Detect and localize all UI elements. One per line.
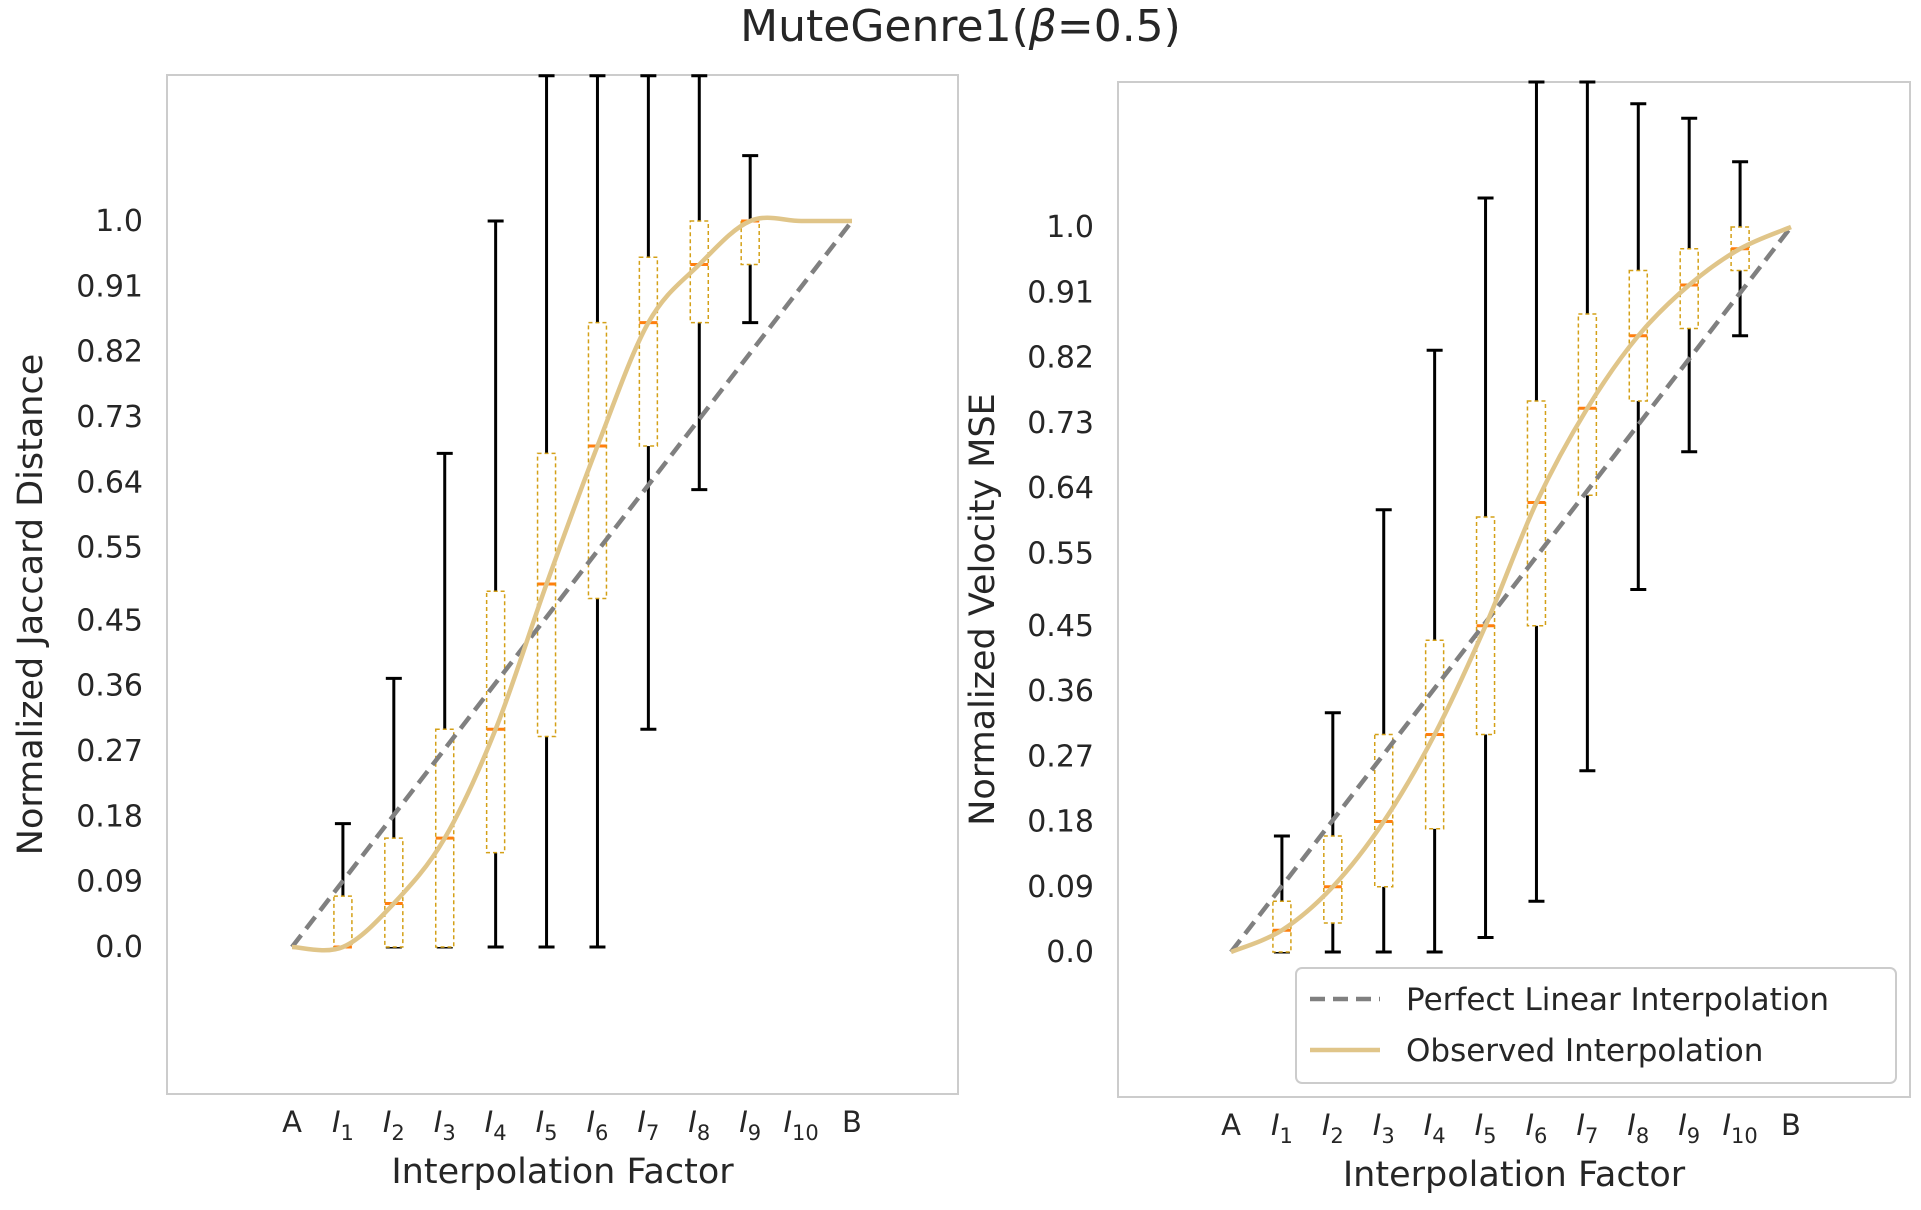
jaccard-panel: 0.0 0.09 0.18 0.27 0.36 0.45 0.55 0.64 0.73 0.82 0… bbox=[11, 74, 959, 1192]
x-tick-label: I3 bbox=[1373, 1108, 1395, 1148]
x-axis-label: Interpolation Factor bbox=[1343, 1155, 1686, 1195]
iqr-box bbox=[384, 837, 404, 948]
box-I9 bbox=[1679, 116, 1699, 454]
y-axis-label: Normalized Jaccard Distance bbox=[11, 354, 51, 855]
y-tick-label: 0.55 bbox=[76, 531, 143, 566]
legend-label: Observed Interpolation bbox=[1406, 1033, 1763, 1069]
velocity-panel: 0.0 0.09 0.18 0.27 0.36 0.45 0.55 0.64 0.73 0.82 0… bbox=[963, 80, 1911, 1195]
y-tick-label: 0.55 bbox=[1027, 536, 1094, 571]
iqr-box bbox=[485, 590, 506, 854]
box-I4 bbox=[485, 219, 506, 949]
x-tick-label: A bbox=[1221, 1108, 1241, 1142]
box-I3 bbox=[1373, 508, 1394, 954]
figure-title: MuteGenre1(β=0.5) bbox=[740, 1, 1181, 52]
x-tick-label: I8 bbox=[688, 1105, 710, 1145]
iqr-box bbox=[1323, 835, 1343, 924]
y-tick-label: 0.36 bbox=[76, 669, 143, 704]
x-tick-label: I2 bbox=[1322, 1108, 1344, 1148]
y-tick-label: 0.64 bbox=[76, 465, 143, 500]
iqr-box bbox=[689, 220, 710, 324]
axes-frame bbox=[1117, 81, 1911, 1098]
box-I5 bbox=[536, 74, 557, 949]
y-tick-label: 0.09 bbox=[76, 865, 143, 900]
legend-label: Perfect Linear Interpolation bbox=[1406, 982, 1829, 1018]
y-tick-label: 0.73 bbox=[76, 400, 143, 435]
y-tick-label: 0.45 bbox=[76, 603, 143, 638]
x-tick-label: I5 bbox=[536, 1105, 558, 1145]
x-tick-label: I5 bbox=[1475, 1108, 1497, 1148]
x-tick-label: A bbox=[282, 1105, 302, 1139]
iqr-box bbox=[638, 256, 659, 447]
linear-interpolation-line bbox=[1229, 225, 1793, 954]
y-tick-label: 0.82 bbox=[76, 335, 143, 370]
x-tick-label: I2 bbox=[383, 1105, 405, 1145]
y-tick-label: 0.64 bbox=[1027, 471, 1094, 506]
x-tick-label: I6 bbox=[1525, 1108, 1547, 1148]
x-tick-label: I7 bbox=[637, 1105, 659, 1145]
x-tick-label: I7 bbox=[1576, 1108, 1598, 1148]
box-I4 bbox=[1424, 348, 1445, 954]
y-tick-label: 0.91 bbox=[76, 269, 143, 304]
x-tick-label: I4 bbox=[485, 1105, 507, 1145]
legend: Perfect Linear Interpolation Observed Int… bbox=[1295, 967, 1897, 1084]
y-tick-label: 0.18 bbox=[76, 799, 143, 834]
y-tick-label: 0.36 bbox=[1027, 674, 1094, 709]
box-I1 bbox=[333, 822, 353, 949]
iqr-box bbox=[1526, 400, 1547, 627]
y-tick-label: 1.0 bbox=[95, 204, 143, 239]
x-tick-label: I6 bbox=[586, 1105, 608, 1145]
x-tick-label: I1 bbox=[1271, 1108, 1293, 1148]
box-I7 bbox=[1577, 80, 1598, 773]
observed-interpolation-line bbox=[291, 215, 853, 953]
x-tick-label: B bbox=[842, 1105, 862, 1139]
y-tick-label: 0.0 bbox=[95, 930, 143, 965]
y-tick-label: 0.27 bbox=[1027, 739, 1094, 774]
linear-interpolation-line bbox=[290, 219, 854, 949]
iqr-box bbox=[740, 220, 760, 266]
box-I7 bbox=[638, 74, 659, 731]
box-I6 bbox=[587, 74, 608, 949]
x-tick-label: I9 bbox=[739, 1105, 761, 1145]
x-tick-label: I4 bbox=[1424, 1108, 1446, 1148]
legend-box bbox=[1295, 967, 1897, 1084]
x-tick-label: I3 bbox=[434, 1105, 456, 1145]
iqr-box bbox=[333, 895, 353, 948]
iqr-box bbox=[587, 321, 608, 600]
x-tick-label: I8 bbox=[1627, 1108, 1649, 1148]
box-I3 bbox=[434, 451, 455, 949]
x-axis-label: Interpolation Factor bbox=[391, 1152, 734, 1192]
x-tick-label: I9 bbox=[1678, 1108, 1700, 1148]
y-axis-label: Normalized Velocity MSE bbox=[963, 393, 1003, 826]
box-I2 bbox=[1323, 711, 1343, 954]
axes-frame bbox=[166, 74, 959, 1095]
iqr-box bbox=[1679, 248, 1699, 330]
y-tick-label: 0.18 bbox=[1027, 805, 1094, 840]
y-tick-label: 0.73 bbox=[1027, 406, 1094, 441]
x-tick-label: I10 bbox=[1722, 1108, 1757, 1148]
y-tick-label: 0.82 bbox=[1027, 341, 1094, 376]
y-tick-label: 1.0 bbox=[1046, 210, 1094, 245]
x-tick-label: I10 bbox=[783, 1105, 818, 1145]
x-tick-label: B bbox=[1781, 1108, 1801, 1142]
y-tick-label: 0.27 bbox=[76, 734, 143, 769]
iqr-box bbox=[536, 452, 557, 738]
observed-interpolation-line bbox=[1230, 224, 1792, 955]
y-tick-label: 0.0 bbox=[1046, 935, 1094, 970]
y-tick-label: 0.45 bbox=[1027, 609, 1094, 644]
box-I5 bbox=[1475, 196, 1496, 939]
y-tick-label: 0.09 bbox=[1027, 870, 1094, 905]
box-I9 bbox=[740, 154, 760, 325]
y-tick-label: 0.91 bbox=[1027, 275, 1094, 310]
x-tick-label: I1 bbox=[332, 1105, 354, 1145]
